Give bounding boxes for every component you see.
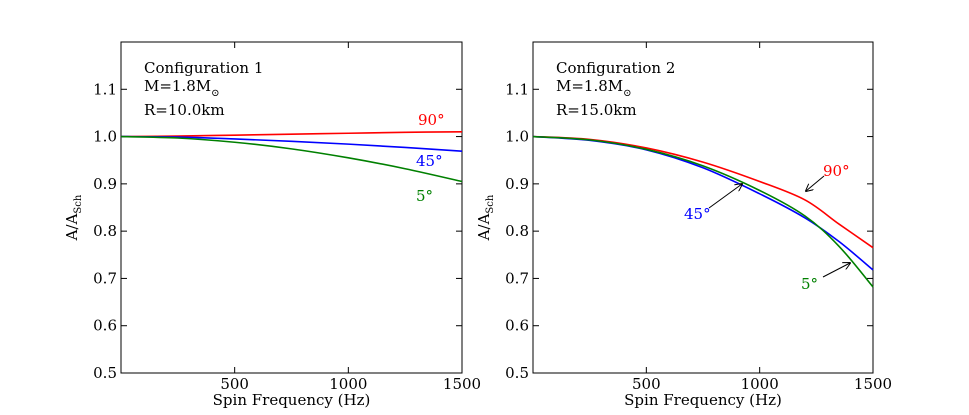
series-line-2 — [532, 135, 874, 288]
y-tick-label: 1.0 — [505, 128, 529, 146]
y-tick-label: 0.5 — [505, 364, 529, 382]
y-tick-label: 0.8 — [93, 222, 117, 240]
series-label-0: 90° — [418, 111, 445, 129]
y-tick-label: 1.1 — [505, 80, 529, 98]
radius-label: R=10.0km — [144, 101, 225, 119]
plot-frame — [120, 41, 463, 374]
series-line-0 — [120, 131, 463, 138]
series-label-0: 90° — [823, 162, 850, 180]
y-tick-label: 0.9 — [505, 175, 529, 193]
series-label-2: 5° — [801, 275, 818, 293]
series-label-1: 45° — [416, 152, 443, 170]
series-line-1 — [532, 135, 874, 271]
plot-frame — [532, 41, 874, 374]
config-title: Configuration 1 — [144, 59, 263, 77]
y-axis-label: A/ASch — [63, 194, 84, 241]
panel-right: 0.5 0.6 0.7 0.8 0.9 1.0 1.1 500 1000 1500 Spin Fre… — [475, 41, 892, 409]
x-tick-label: 500 — [632, 375, 661, 393]
series-label-1: 45° — [684, 205, 711, 223]
x-tick-label: 1500 — [854, 375, 892, 393]
mass-label: M=1.8M⊙ — [144, 77, 220, 99]
y-tick-label: 0.9 — [93, 175, 117, 193]
x-tick-label: 1500 — [443, 375, 481, 393]
series-line-0 — [532, 135, 874, 249]
x-tick-label: 1000 — [329, 375, 367, 393]
x-tick-label: 500 — [220, 375, 249, 393]
mass-label: M=1.8M⊙ — [556, 77, 632, 99]
y-tick-label: 0.7 — [505, 269, 529, 287]
y-tick-label: 0.6 — [505, 317, 529, 335]
y-tick-label: 1.1 — [93, 80, 117, 98]
series-line-1 — [120, 135, 463, 153]
panel-left: 0.5 0.6 0.7 0.8 0.9 1.0 1.1 500 1000 1500 Spin Fre… — [63, 41, 481, 409]
y-tick-label: 0.8 — [505, 222, 529, 240]
y-tick-label: 0.5 — [93, 364, 117, 382]
annotation-arrow — [822, 263, 850, 278]
x-axis-label: Spin Frequency (Hz) — [624, 391, 782, 409]
y-tick-label: 1.0 — [93, 128, 117, 146]
y-axis-label: A/ASch — [475, 194, 496, 241]
y-tick-label: 0.7 — [93, 269, 117, 287]
radius-label: R=15.0km — [556, 101, 637, 119]
annotation-arrow — [708, 184, 742, 209]
series-label-2: 5° — [416, 187, 433, 205]
x-tick-label: 1000 — [741, 375, 779, 393]
y-tick-label: 0.6 — [93, 317, 117, 335]
x-axis-label: Spin Frequency (Hz) — [213, 391, 371, 409]
config-title: Configuration 2 — [556, 59, 675, 77]
annotation-arrow — [806, 175, 825, 191]
series-line-2 — [120, 135, 463, 183]
